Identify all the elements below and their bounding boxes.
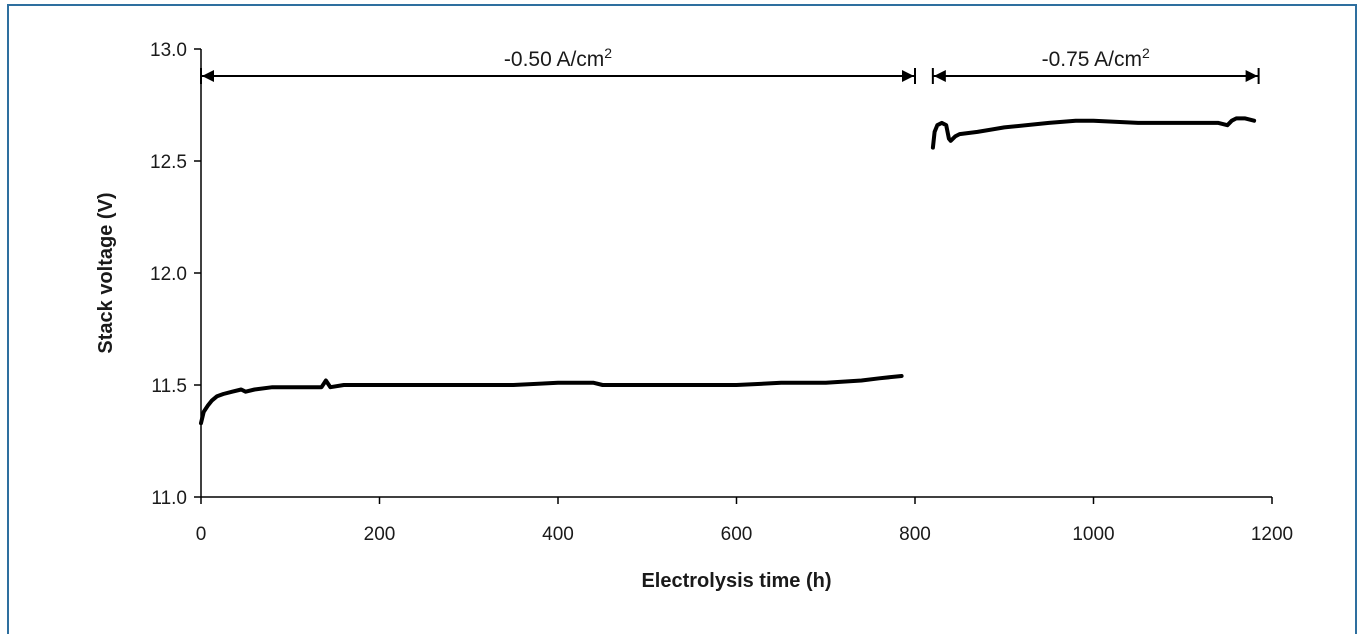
y-tick-label: 12.5 xyxy=(150,152,187,173)
x-tick-label: 200 xyxy=(364,524,396,545)
chart-frame xyxy=(7,4,1357,634)
x-tick-label: 1000 xyxy=(1072,524,1114,545)
annotation-label-superscript: 2 xyxy=(1142,45,1150,61)
x-tick-label: 1200 xyxy=(1251,524,1293,545)
series-group xyxy=(199,116,1257,426)
x-tick-label: 800 xyxy=(899,524,931,545)
annotation-arrowhead-right xyxy=(1245,70,1258,82)
y-tick-label: 13.0 xyxy=(150,40,187,61)
series-line-segment-2 xyxy=(930,116,1257,150)
ticks: 0 200 400 600 800 1000 1200 11.0 11.5 12.0 12.5 13.… xyxy=(150,40,1293,545)
x-tick-label: 600 xyxy=(721,524,753,545)
y-tick-label: 11.0 xyxy=(151,488,187,509)
annotation-label-text: -0.75 A/cm xyxy=(1042,48,1142,71)
annotation-label-superscript: 2 xyxy=(604,45,612,61)
x-tick-label: 400 xyxy=(542,524,574,545)
annotation-arrowhead-right xyxy=(902,70,914,82)
y-axis-title: Stack voltage (V) xyxy=(95,192,117,353)
x-axis-title: Electrolysis time (h) xyxy=(641,570,831,592)
axes xyxy=(200,49,1272,498)
annotation-label: -0.50 A/cm2 xyxy=(504,45,612,71)
series-line-segment-1 xyxy=(199,374,904,426)
annotation-arrowhead-left xyxy=(202,70,214,82)
annotations: -0.50 A/cm2 -0.75 A/cm2 xyxy=(200,45,1260,84)
y-tick-label: 12.0 xyxy=(150,264,187,285)
x-tick-label: 0 xyxy=(196,524,207,545)
annotation-label: -0.75 A/cm2 xyxy=(1042,45,1150,71)
y-tick-label: 11.5 xyxy=(151,376,187,397)
annotation-arrowhead-left xyxy=(933,70,946,82)
annotation-label-text: -0.50 A/cm xyxy=(504,48,604,71)
